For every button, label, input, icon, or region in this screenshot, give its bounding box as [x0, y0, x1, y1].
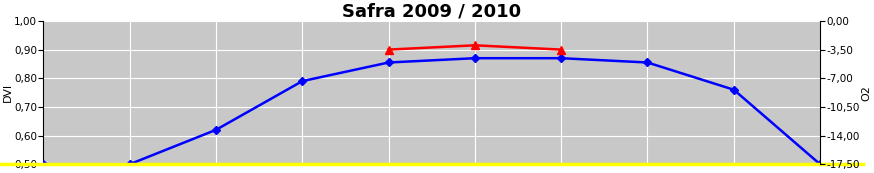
Y-axis label: O2: O2: [861, 85, 871, 101]
Title: Safra 2009 / 2010: Safra 2009 / 2010: [343, 3, 521, 21]
Y-axis label: DVI: DVI: [3, 83, 13, 102]
